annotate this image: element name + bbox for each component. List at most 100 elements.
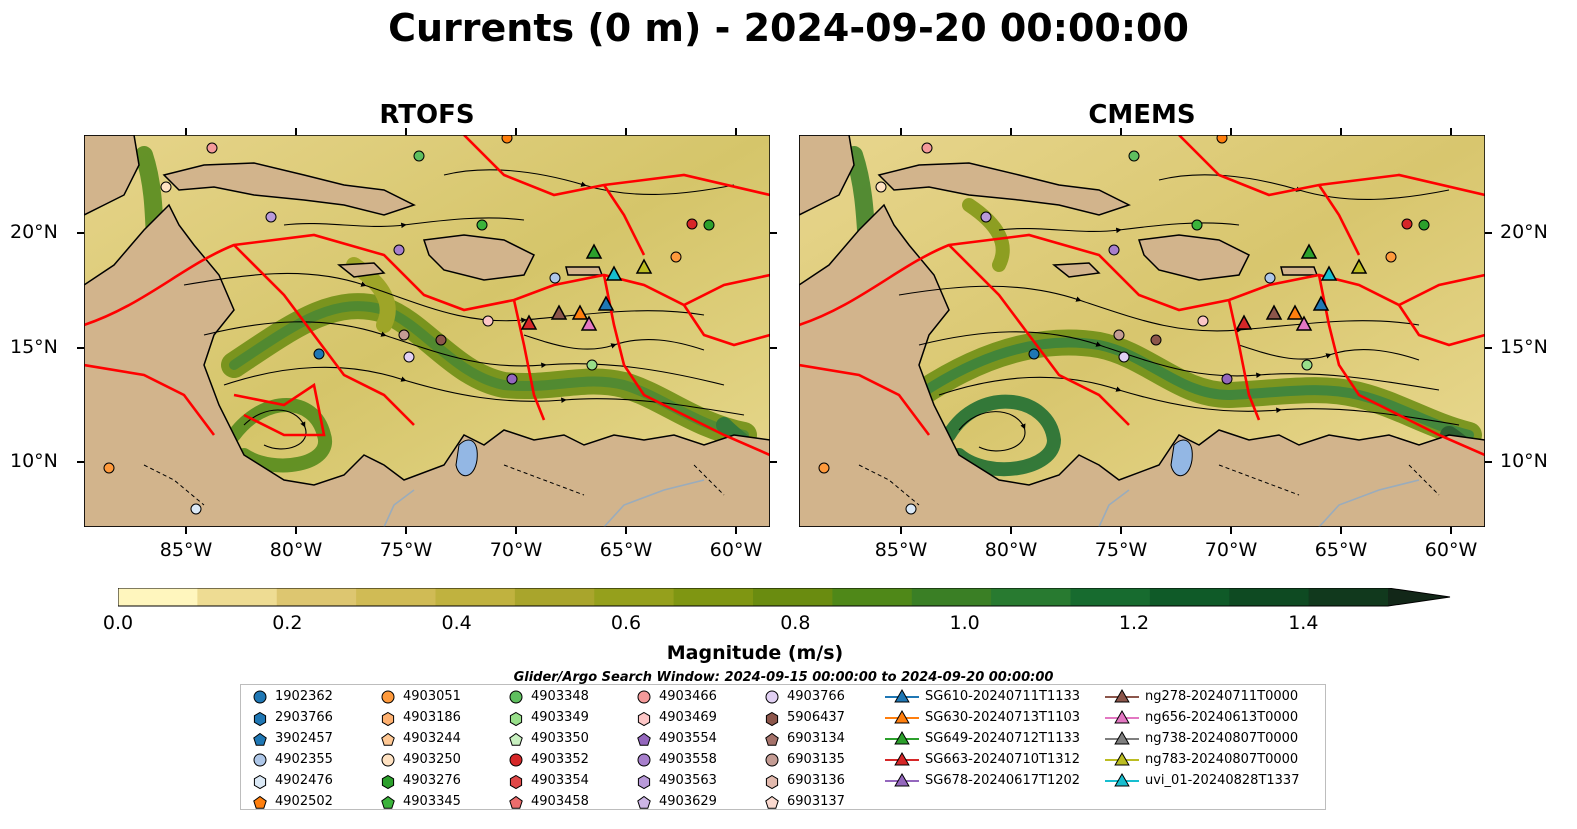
colorbar-segment [753,588,833,606]
legend-item: 5906437 [763,707,845,728]
lat-tick-label: 20°N [10,221,58,243]
panel-title-cmems: CMEMS [1088,100,1196,130]
legend-item: 4903766 [763,686,845,707]
legend-label: uvi_01-20240828T1337 [1145,773,1300,788]
legend-label: 1902362 [275,689,333,704]
legend-item: SG649-20240712T1133 [885,728,1080,749]
legend-label: 4903354 [531,773,589,788]
legend-item: 4903469 [635,707,717,728]
legend-label: 4903348 [531,689,589,704]
panel-title-rtofs: RTOFS [379,100,475,130]
colorbar-outline [118,588,1451,607]
legend-label: ng278-20240711T0000 [1145,689,1299,704]
triangle-marker-icon [1105,772,1139,786]
legend-label: 4903345 [403,794,461,809]
legend-item: 3902457 [251,728,333,749]
colorbar-tick-label: 0.2 [272,612,303,634]
legend-item: 4903354 [507,770,589,791]
colorbar-tick-label: 0.0 [102,612,134,634]
eez-boundaries [799,135,1485,457]
legend-label: 4903766 [787,689,845,704]
colorbar-tick-label: 0.4 [441,612,472,634]
legend-label: 4903051 [403,689,461,704]
legend-label: 6903136 [787,773,845,788]
legend: 1902362 2903766 3902457 4902355 4902476 49025… [240,684,1326,810]
hexagon-marker-icon [381,774,395,789]
colorbar-segment [1070,588,1151,606]
circle-marker-icon [253,690,267,703]
circle-marker-icon [637,690,651,703]
lat-tick-label: 15°N [10,336,58,358]
land-central-america-north [84,203,770,527]
legend-item: ng656-20240613T0000 [1105,707,1298,728]
map-panel-rtofs [84,135,770,527]
lake-maracaibo [455,439,478,477]
legend-item: 6903137 [763,791,845,812]
pentagon-marker-icon [381,732,395,746]
triangle-marker-icon [1105,688,1139,702]
legend-label: 4903466 [659,689,717,704]
lake-maracaibo [1170,439,1193,477]
hexagon-marker-icon [509,774,523,789]
hexagon-marker-icon [509,711,523,726]
legend-item: ng783-20240807T0000 [1105,749,1298,770]
legend-label: 4903244 [403,731,461,746]
legend-item: 6903134 [763,728,845,749]
legend-label: 4903276 [403,773,461,788]
legend-label: SG649-20240712T1133 [925,731,1081,746]
hexagon-marker-icon [637,774,651,789]
legend-item: 4903345 [379,791,461,812]
legend-item: 6903136 [763,770,845,791]
legend-item: SG630-20240713T1103 [885,707,1080,728]
circle-marker-icon [509,753,523,766]
land-central-america-north [799,203,1485,527]
colorbar-extend-arrow [1388,588,1450,606]
lon-tick-label: 70°W [1204,539,1258,561]
legend-label: SG678-20240617T1202 [925,773,1081,788]
colorbar-tick-label: 1.2 [1118,612,1150,634]
triangle-marker-icon [1105,751,1139,765]
legend-label: 4903186 [403,710,461,725]
legend-item: 4903563 [635,770,717,791]
lon-tick-label: 80°W [269,539,323,561]
eez-boundaries [84,135,770,457]
legend-label: 4903458 [531,794,589,809]
lon-tick-label: 60°W [709,539,763,561]
legend-item: 4903466 [635,686,717,707]
legend-label: 2903766 [275,710,333,725]
lon-tick-label: 75°W [379,539,433,561]
lon-tick-label: 65°W [599,539,653,561]
legend-item: SG678-20240617T1202 [885,770,1080,791]
legend-label: ng738-20240807T0000 [1145,731,1299,746]
legend-item: 4903186 [379,707,461,728]
pentagon-marker-icon [765,795,779,809]
legend-label: 4903349 [531,710,589,725]
legend-label: 4903250 [403,752,461,767]
legend-label: 4903554 [659,731,717,746]
land-hispaniola [1137,234,1251,281]
legend-item: ng278-20240711T0000 [1105,686,1298,707]
hexagon-marker-icon [765,711,779,726]
legend-item: 4903350 [507,728,589,749]
colorbar-segment [594,588,675,606]
legend-label: 4903563 [659,773,717,788]
glider-triangles-rtofs [520,243,653,331]
land-masses [84,135,770,527]
pentagon-marker-icon [765,732,779,746]
colorbar-tick-label: 0.8 [780,612,811,634]
legend-label: 4902502 [275,794,333,809]
legend-label: 5906437 [787,710,845,725]
legend-item: 4902355 [251,749,333,770]
legend-item: uvi_01-20240828T1337 [1105,770,1299,791]
lon-tick-label: 60°W [1424,539,1478,561]
circle-marker-icon [765,690,779,703]
land-cuba [877,162,1131,216]
triangle-marker-icon [885,751,919,765]
legend-item: 4902502 [251,791,333,812]
rivers [383,479,705,527]
legend-item: 4903244 [379,728,461,749]
land-boundaries [143,464,725,506]
legend-label: ng656-20240613T0000 [1145,710,1299,725]
legend-item: 4903276 [379,770,461,791]
triangle-marker-icon [885,730,919,744]
